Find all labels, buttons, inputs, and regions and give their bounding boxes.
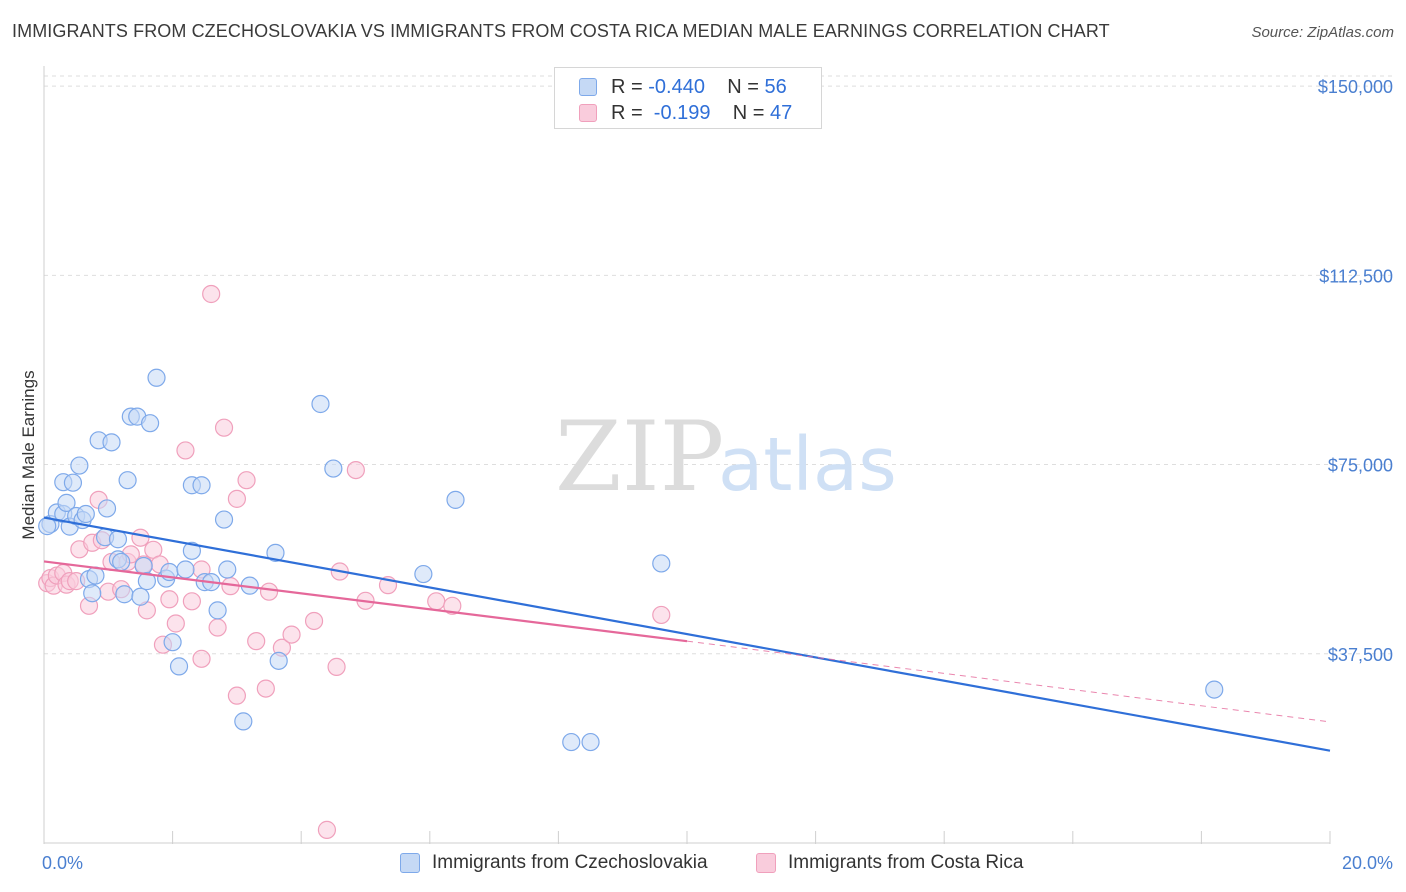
data-point-czechoslovakia xyxy=(97,499,117,518)
legend-r-label: R = xyxy=(611,76,649,98)
data-point-costa-rica xyxy=(652,605,671,625)
x-tick-labels: 0.0% 20.0% xyxy=(42,853,1393,873)
data-point-czechoslovakia xyxy=(137,572,156,591)
watermark-atlas: atlas xyxy=(718,422,897,508)
data-point-czechoslovakia xyxy=(311,394,330,414)
data-point-costa-rica xyxy=(208,618,227,637)
data-point-czechoslovakia xyxy=(208,601,227,620)
data-point-czechoslovakia xyxy=(140,414,160,433)
data-point-czechoslovakia xyxy=(562,732,581,752)
correlation-legend: R = -0.440 N = 56 R = -0.199 N = 47 xyxy=(554,67,822,129)
x-tick-label-max: 20.0% xyxy=(1342,853,1393,873)
data-point-costa-rica xyxy=(282,625,301,644)
y-axis-label: Median Male Earnings xyxy=(19,370,38,539)
data-point-czechoslovakia xyxy=(269,651,288,670)
data-point-costa-rica xyxy=(247,632,266,651)
data-point-czechoslovakia xyxy=(118,471,137,490)
data-point-czechoslovakia xyxy=(266,543,285,562)
data-point-czechoslovakia xyxy=(108,530,128,549)
data-point-czechoslovakia xyxy=(414,564,433,584)
data-point-czechoslovakia xyxy=(83,584,102,603)
data-point-czechoslovakia xyxy=(147,368,166,387)
data-point-czechoslovakia xyxy=(652,554,671,573)
y-tick-label: $75,000 xyxy=(1328,456,1393,476)
y-tick-label: $37,500 xyxy=(1328,645,1393,665)
bottom-legend-label: Immigrants from Costa Rica xyxy=(788,852,1024,873)
data-point-czechoslovakia xyxy=(63,473,83,492)
legend-swatch-pink xyxy=(579,104,597,122)
trendline-costa-rica xyxy=(43,560,688,643)
data-point-czechoslovakia xyxy=(76,504,95,524)
data-point-costa-rica xyxy=(192,649,211,668)
bottom-legend-label: Immigrants from Czechoslovakia xyxy=(432,852,708,873)
data-point-costa-rica xyxy=(237,471,256,490)
data-point-costa-rica xyxy=(166,614,185,633)
legend-r-value: -0.199 xyxy=(648,102,711,124)
watermark: ZIP atlas xyxy=(555,401,897,513)
data-point-costa-rica xyxy=(214,418,234,437)
trendline-costa-rica-extension xyxy=(686,640,1331,723)
data-point-czechoslovakia xyxy=(1205,680,1224,699)
x-tick-label-min: 0.0% xyxy=(42,853,83,873)
gridlines xyxy=(44,75,1395,655)
data-point-costa-rica xyxy=(256,679,275,698)
series-czechoslovakia-points xyxy=(38,368,1224,752)
data-point-costa-rica xyxy=(227,489,246,508)
y-tick-labels: $37,500 $75,000 $112,500 $150,000 xyxy=(1318,77,1393,665)
data-point-czechoslovakia xyxy=(163,633,182,652)
data-point-czechoslovakia xyxy=(134,556,153,576)
data-point-costa-rica xyxy=(227,686,246,705)
data-point-czechoslovakia xyxy=(70,456,89,475)
trendline-czechoslovakia xyxy=(43,516,1331,752)
bottom-legend: Immigrants from Czechoslovakia Immigrant… xyxy=(0,852,1406,878)
trendlines xyxy=(43,516,1331,752)
legend-r-value: -0.440 xyxy=(648,76,705,98)
legend-n-label: N = xyxy=(732,102,770,124)
data-point-costa-rica xyxy=(304,611,324,631)
series-costa-rica-points xyxy=(38,284,671,839)
data-point-czechoslovakia xyxy=(234,712,253,731)
bottom-legend-swatch-pink xyxy=(756,853,776,873)
data-point-costa-rica xyxy=(443,596,462,615)
data-point-costa-rica xyxy=(182,592,201,611)
data-point-czechoslovakia xyxy=(176,560,195,579)
legend-swatch-blue xyxy=(579,78,597,96)
source-credit: Source: ZipAtlas.com xyxy=(1251,24,1394,41)
data-point-czechoslovakia xyxy=(324,459,343,478)
data-point-czechoslovakia xyxy=(112,552,131,572)
data-point-czechoslovakia xyxy=(581,732,600,752)
data-point-czechoslovakia xyxy=(214,510,234,529)
y-tick-label: $150,000 xyxy=(1318,77,1393,97)
data-point-czechoslovakia xyxy=(131,587,150,606)
data-point-costa-rica xyxy=(202,284,221,304)
watermark-zip: ZIP xyxy=(555,401,724,513)
data-point-czechoslovakia xyxy=(169,657,189,676)
data-point-czechoslovakia xyxy=(192,476,211,495)
data-point-costa-rica xyxy=(131,528,150,547)
y-tick-label: $112,500 xyxy=(1319,266,1393,286)
axes xyxy=(43,66,1331,844)
data-point-costa-rica xyxy=(327,657,346,676)
data-point-czechoslovakia xyxy=(102,433,121,452)
data-point-czechoslovakia xyxy=(115,585,134,604)
data-point-costa-rica xyxy=(346,460,365,480)
data-point-costa-rica xyxy=(176,441,195,460)
data-point-czechoslovakia xyxy=(182,541,201,560)
data-point-costa-rica xyxy=(427,592,446,611)
bottom-legend-swatch-blue xyxy=(400,853,420,873)
data-point-costa-rica xyxy=(160,590,179,609)
data-point-costa-rica xyxy=(259,582,279,601)
data-point-czechoslovakia xyxy=(446,490,465,509)
legend-r-label: R = xyxy=(611,102,649,124)
legend-n-value: 56 xyxy=(764,76,787,98)
chart-title: IMMIGRANTS FROM CZECHOSLOVAKIA VS IMMIGR… xyxy=(12,21,1110,41)
legend-n-value: 47 xyxy=(770,102,793,124)
legend-n-label: N = xyxy=(727,76,765,98)
data-point-costa-rica xyxy=(317,820,337,839)
data-point-czechoslovakia xyxy=(57,493,76,512)
data-point-czechoslovakia xyxy=(218,560,237,579)
